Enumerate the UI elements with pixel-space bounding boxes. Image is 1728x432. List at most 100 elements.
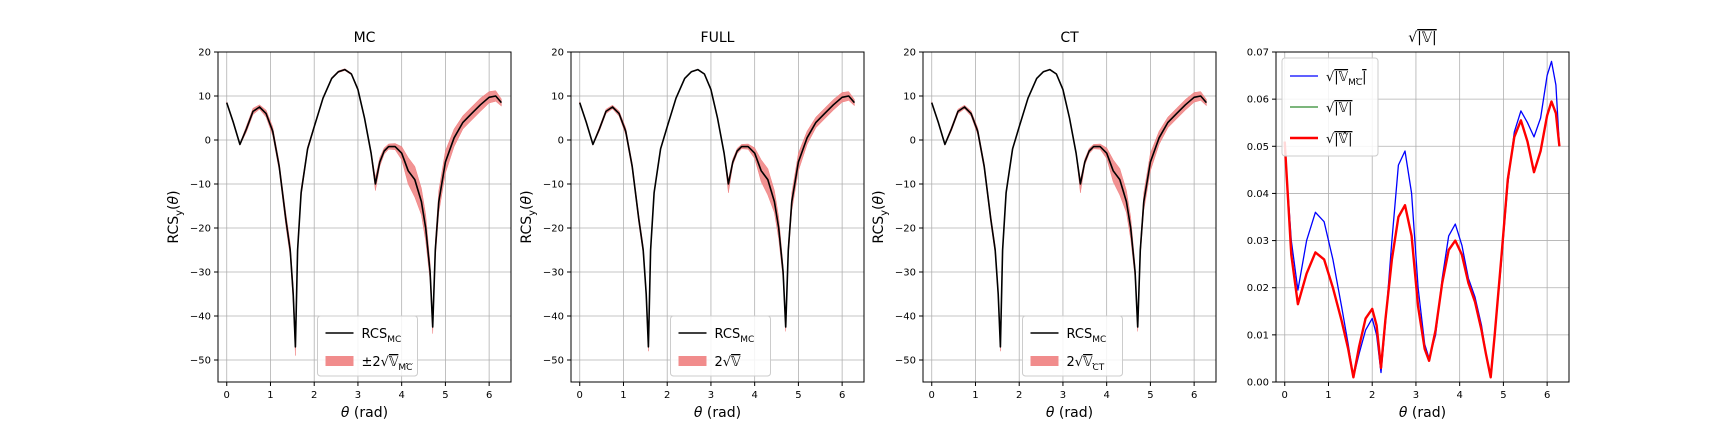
axes-frame	[217, 51, 512, 383]
legend-patch-swatch	[325, 356, 354, 366]
legend-label-1: ±2√𝕍MC	[362, 355, 413, 373]
legend-label-1: √|𝕍|	[1326, 101, 1352, 116]
y-tick-label-2: −30	[190, 268, 211, 279]
x-tick-label-3: 3	[1060, 390, 1066, 401]
x-tick-label-2: 2	[664, 390, 670, 401]
y-tick-label-4: 0.04	[1247, 189, 1269, 200]
y-tick-label-6: 10	[198, 92, 211, 103]
y-tick-label-5: 0.05	[1247, 142, 1269, 153]
chart-title: CT	[1060, 30, 1079, 46]
y-tick-label-6: 0.06	[1247, 95, 1269, 106]
legend-label-0: RCSMC	[1067, 327, 1107, 345]
y-tick-label-5: 0	[558, 136, 564, 147]
legend-box	[1281, 57, 1379, 157]
y-axis-label: RCSy(θ)	[166, 190, 185, 243]
x-tick-label-3: 3	[1413, 390, 1419, 401]
x-tick-label-3: 3	[708, 390, 714, 401]
axes-frame	[570, 51, 865, 383]
legend-label-2: √|𝕍̂|	[1326, 132, 1352, 147]
x-tick-label-6: 6	[1191, 390, 1197, 401]
x-tick-label-0: 0	[577, 390, 583, 401]
x-axis-label: θ (rad)	[1046, 405, 1093, 421]
legend-label-1: 2√𝕍	[715, 355, 742, 370]
y-tick-label-6: 10	[551, 92, 564, 103]
y-tick-label-7: 20	[551, 48, 564, 59]
x-axis-label: θ (rad)	[694, 405, 741, 421]
x-tick-label-6: 6	[486, 390, 492, 401]
x-tick-label-4: 4	[751, 390, 757, 401]
y-tick-label-0: −50	[190, 356, 211, 367]
x-tick-label-6: 6	[839, 390, 845, 401]
x-tick-label-0: 0	[1282, 390, 1288, 401]
x-axis-label: θ (rad)	[1399, 405, 1446, 421]
y-tick-label-2: −30	[543, 268, 564, 279]
chart-title: FULL	[701, 30, 735, 46]
chart-panel-sqrtv: 0 1 2 3 4 5 6 0.00 0.01 0.02 0.03 0.04 0.05 0.06 0.07 √…	[1247, 30, 1570, 421]
x-tick-label-1: 1	[267, 390, 273, 401]
legend-label-0: √|𝕍MC|	[1326, 70, 1367, 88]
chart-panel-ct: 0 1 2 3 4 5 6 −50 −40 −30 −20 −10 0 10 20 CT θ (rad) RCSy…	[871, 30, 1217, 421]
chart-title: MC	[354, 30, 376, 46]
band-full	[579, 68, 855, 352]
x-tick-label-0: 0	[224, 390, 230, 401]
chart-panel-mc: 0 1 2 3 4 5 6 −50 −40 −30 −20 −10 0 10 20 MC θ (rad) RCSy…	[166, 30, 512, 421]
legend: RCSMC 2√𝕍	[670, 315, 771, 377]
y-tick-label-5: 0	[205, 136, 211, 147]
y-axis-label: RCSy(θ)	[519, 190, 538, 243]
y-tick-label-7: 20	[198, 48, 211, 59]
legend: RCSMC 2√𝕍CT	[1022, 315, 1123, 377]
band-mc	[226, 68, 502, 356]
x-tick-label-6: 6	[1544, 390, 1550, 401]
y-tick-label-1: −40	[895, 312, 916, 323]
y-tick-label-4: −10	[543, 180, 564, 191]
x-tick-label-5: 5	[1500, 390, 1506, 401]
axes-frame	[922, 51, 1217, 383]
y-tick-label-2: 0.02	[1247, 283, 1269, 294]
y-tick-label-4: −10	[895, 180, 916, 191]
series-line-ct-0	[930, 68, 1208, 348]
y-tick-label-2: −30	[895, 268, 916, 279]
x-tick-label-5: 5	[442, 390, 448, 401]
x-tick-label-4: 4	[1456, 390, 1462, 401]
y-tick-label-0: −50	[895, 356, 916, 367]
x-axis-label: θ (rad)	[341, 405, 388, 421]
x-tick-label-1: 1	[1325, 390, 1331, 401]
x-tick-label-5: 5	[1147, 390, 1153, 401]
y-tick-label-0: −50	[543, 356, 564, 367]
band-ct	[931, 68, 1207, 352]
series-line-sqrtv-2	[1283, 100, 1561, 379]
legend-label-1: 2√𝕍CT	[1067, 355, 1105, 373]
y-tick-label-7: 20	[903, 48, 916, 59]
x-tick-label-2: 2	[311, 390, 317, 401]
axes-frame	[1275, 51, 1570, 383]
x-tick-label-3: 3	[355, 390, 361, 401]
chart-panel-full: 0 1 2 3 4 5 6 −50 −40 −30 −20 −10 0 10 20 FULL θ (rad) RC…	[519, 30, 865, 421]
x-tick-label-4: 4	[1103, 390, 1109, 401]
y-tick-label-5: 0	[910, 136, 916, 147]
x-tick-label-1: 1	[620, 390, 626, 401]
x-tick-label-2: 2	[1016, 390, 1022, 401]
legend-label-0: RCSMC	[715, 327, 755, 345]
x-tick-label-2: 2	[1369, 390, 1375, 401]
legend: √|𝕍MC| √|𝕍| √|𝕍̂|	[1281, 57, 1379, 157]
legend: RCSMC ±2√𝕍MC	[317, 315, 418, 377]
y-tick-label-4: −10	[190, 180, 211, 191]
series-line-full-0	[578, 68, 856, 348]
x-tick-label-0: 0	[929, 390, 935, 401]
y-tick-label-0: 0.00	[1247, 378, 1269, 389]
y-axis-label: RCSy(θ)	[871, 190, 890, 243]
y-tick-label-6: 10	[903, 92, 916, 103]
y-tick-label-1: −40	[543, 312, 564, 323]
y-tick-label-3: −20	[190, 224, 211, 235]
x-tick-label-5: 5	[795, 390, 801, 401]
y-tick-label-7: 0.07	[1247, 48, 1269, 59]
series-line-mc-0	[225, 68, 503, 348]
legend-label-0: RCSMC	[362, 327, 402, 345]
y-tick-label-3: −20	[895, 224, 916, 235]
y-tick-label-1: 0.01	[1247, 330, 1269, 341]
legend-patch-swatch	[678, 356, 707, 366]
x-tick-label-4: 4	[398, 390, 404, 401]
y-tick-label-3: 0.03	[1247, 236, 1269, 247]
chart-title: √|𝕍|	[1408, 30, 1436, 46]
